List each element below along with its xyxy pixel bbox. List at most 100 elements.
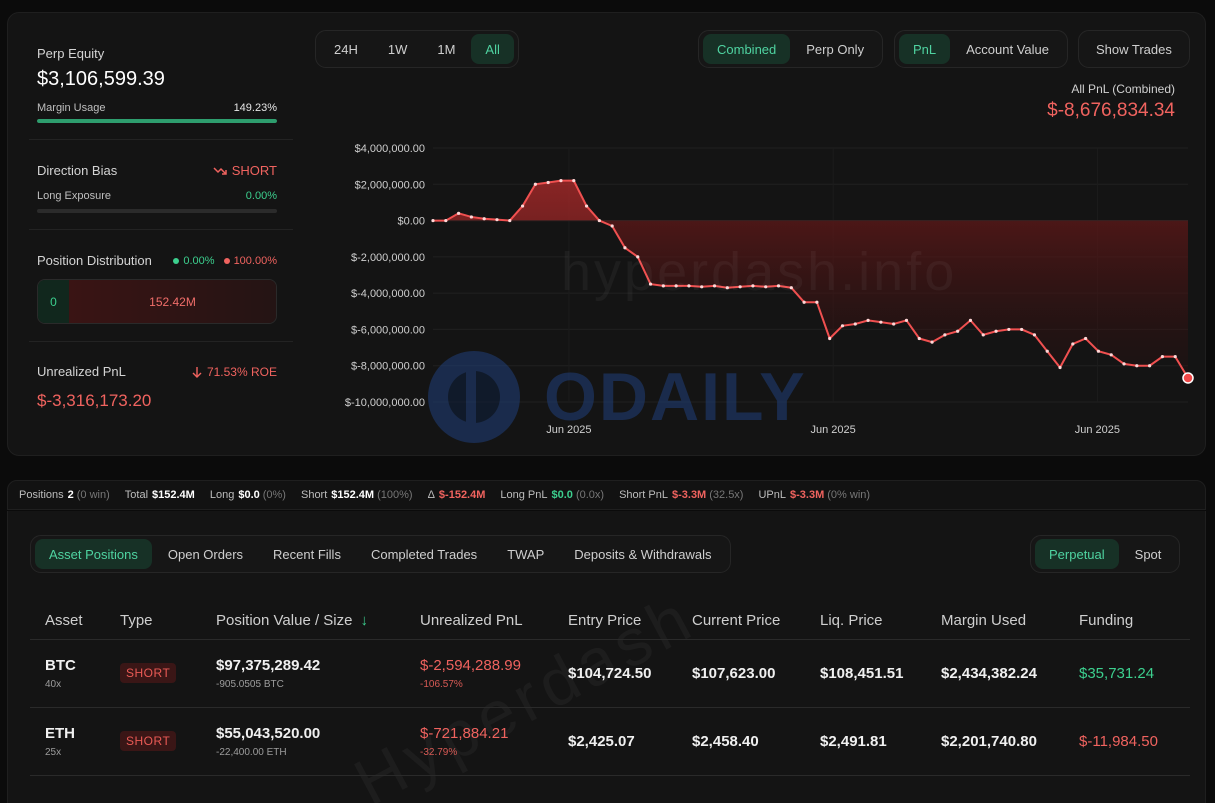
pnl-data-point [802,300,806,304]
stat-long-pnl: Long PnL $0.0 (0.0x) [500,489,605,501]
pnl-data-point [751,284,755,288]
overview-card: Perp Equity $3,106,599.39 Margin Usage 1… [7,12,1206,456]
tab-deposits-withdrawals[interactable]: Deposits & Withdrawals [574,546,712,562]
pnl-data-point [610,224,614,228]
type-cell: SHORT [105,707,201,776]
market-tab-perpetual[interactable]: Perpetual [1035,539,1119,569]
table-row[interactable]: BTC 40x SHORT $97,375,289.42 -905.0505 BTC $-… [30,639,1190,708]
position-size: -905.0505 BTC [216,678,284,690]
column-header-funding[interactable]: Funding [1064,603,1190,640]
pnl-chart-svg: $4,000,000.00 $2,000,000.00 $0.00 $-2,000,0… [345,143,1194,436]
direction-bias-label: Direction Bias [37,163,118,178]
current-price-cell: $2,458.40 [677,707,805,776]
mode-tab-combined[interactable]: Combined [703,34,791,64]
column-header-asset[interactable]: Asset [30,603,105,640]
pnl-data-point [1020,327,1024,332]
tab-completed-trades[interactable]: Completed Trades [370,546,478,562]
odaily-logo-text: ODAILY [544,359,807,435]
divider [29,229,293,230]
pnl-data-point [904,318,909,322]
liq-price-cell: $108,451.51 [805,639,926,708]
odaily-watermark: ODAILY [426,349,807,445]
dist-short-segment: 152.42M [69,280,276,323]
long-exposure-value: 0.00% [245,190,277,202]
pnl-data-point [687,284,691,288]
column-header-unrealized-pnl[interactable]: Unrealized PnL [405,603,553,640]
pnl-data-point [930,340,934,344]
timeframe-24h[interactable]: 24H [334,41,358,57]
column-header-label: Type [120,612,153,630]
market-tab-spot[interactable]: Spot [1134,546,1162,562]
asset-cell: BTC 40x [30,639,105,708]
x-tick-label: Jun 2025 [546,424,591,436]
perp-equity-label: Perp Equity [37,46,105,61]
column-header-label: Margin Used [941,612,1027,630]
x-tick-label: Jun 2025 [1075,424,1120,436]
column-header-liq-price[interactable]: Liq. Price [805,603,926,640]
pnl-data-point [1007,327,1011,332]
divider [29,341,293,342]
timeframe-all[interactable]: All [471,34,514,64]
metric-tab-account-value[interactable]: Account Value [966,41,1050,57]
column-header-label: Funding [1079,612,1134,630]
pnl-data-point [444,218,448,223]
long-exposure-label: Long Exposure [37,190,111,202]
pnl-data-point [892,322,896,326]
pnl-data-point [866,318,870,322]
tab-open-orders[interactable]: Open Orders [167,546,244,562]
column-header-label: Entry Price [568,612,642,630]
y-tick-label: $-8,000,000.00 [351,361,425,373]
pnl-data-point [994,329,998,333]
tab-recent-fills[interactable]: Recent Fills [273,546,341,562]
tab-asset-positions[interactable]: Asset Positions [35,539,152,569]
column-header-label: Unrealized PnL [420,612,523,630]
margin-price-cell: $2,434,382.24 [926,639,1064,708]
asset-leverage: 40x [45,678,62,690]
column-header-current-price[interactable]: Current Price [677,603,805,640]
unrealized-pnl-value: $-3,316,173.20 [37,391,152,410]
pnl-data-point [1173,355,1177,359]
y-tick-label: $4,000,000.00 [355,143,425,155]
unrealized-pnl-label: Unrealized PnL [37,364,126,379]
column-header-type[interactable]: Type [105,603,201,640]
pnl-data-point [1084,336,1088,341]
stat-total: Total $152.4M [124,489,195,501]
stat-long: Long $0.0 (0%) [209,489,286,501]
pnl-series-line [433,179,1189,379]
unrealized-pnl: $-721,884.21 [420,724,509,742]
metric-selector: PnL Account Value [894,30,1069,68]
positions-table: Asset Type Position Value / Size ↓ Unrealize… [30,603,1190,776]
mode-tab-perp-only[interactable]: Perp Only [806,41,865,57]
hyperdash-watermark: hyperdash.info [561,241,957,303]
margin-usage-value: 149.23% [233,102,277,114]
stat-upnl: UPnL $-3.3M (0% win) [758,489,871,501]
show-trades-button[interactable]: Show Trades [1096,41,1172,57]
asset-symbol: BTC [45,656,76,674]
roe-value: 71.53% ROE [206,364,277,379]
side-badge: SHORT [120,663,177,683]
column-header-margin-used[interactable]: Margin Used [926,603,1064,640]
entry-price-cell: $104,724.50 [553,639,677,708]
pnl-data-point [725,286,729,290]
tab-twap[interactable]: TWAP [507,546,545,562]
pnl-data-point [700,285,704,289]
timeframe-1m[interactable]: 1M [437,41,456,57]
column-header-label: Current Price [692,612,781,630]
asset-leverage: 25x [45,746,62,758]
position-value: $97,375,289.42 [216,656,321,674]
table-tabs: Asset Positions Open Orders Recent Fills Co… [30,535,731,573]
column-header-entry-price[interactable]: Entry Price [553,603,677,640]
pnl-data-point [1122,362,1126,366]
table-row[interactable]: ETH 25x SHORT $55,043,520.00 -22,400.00 ETH $… [30,707,1190,776]
pnl-data-point [1071,342,1075,346]
sort-arrow-icon: ↓ [360,612,368,630]
pnl-data-point [1160,355,1165,359]
timeframe-1w[interactable]: 1W [387,41,408,57]
column-header-position-value-size[interactable]: Position Value / Size ↓ [201,603,405,640]
timeframe-selector: 24H 1W 1M All [315,30,519,68]
stat-delta: Δ $-152.4M [427,489,486,501]
metric-tab-pnl[interactable]: PnL [899,34,951,64]
type-cell: SHORT [105,639,201,708]
dist-long-pct: 0.00% [183,254,215,267]
funding-cell: $35,731.24 [1064,639,1190,708]
